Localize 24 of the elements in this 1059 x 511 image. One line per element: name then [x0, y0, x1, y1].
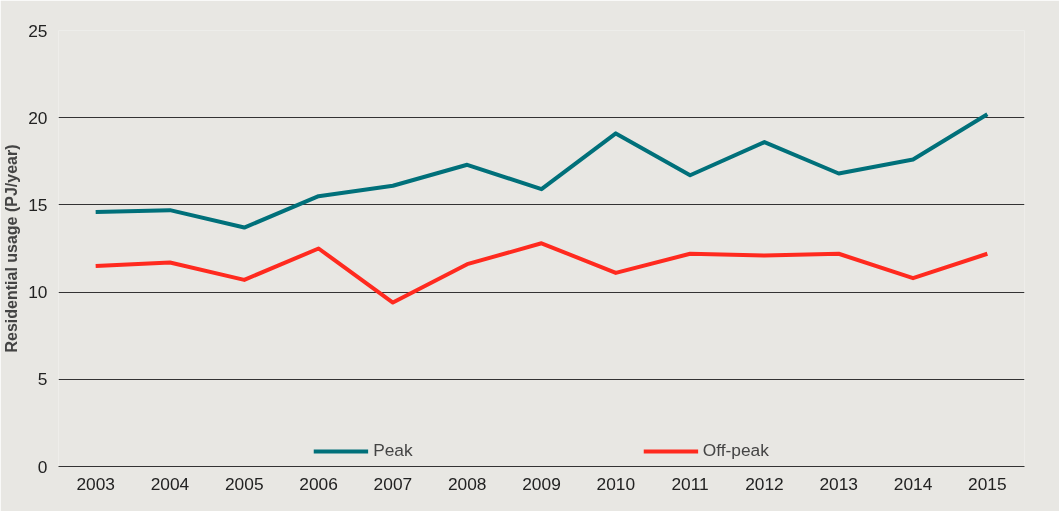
y-tick-label: 10	[28, 282, 48, 303]
y-tick-label: 20	[28, 107, 48, 128]
x-tick-label: 2007	[373, 473, 413, 494]
x-tick-label: 2003	[76, 473, 115, 494]
x-tick-label: 2015	[968, 473, 1007, 494]
y-tick-label: 25	[28, 20, 48, 41]
x-tick-label: 2009	[522, 473, 561, 494]
x-tick-label: 2005	[225, 473, 264, 494]
line-series	[93, 112, 990, 230]
legend-label: Off-peak	[702, 440, 769, 461]
y-axis-title: Residential usage (PJ/year)	[3, 144, 21, 353]
x-tick-label: 2010	[596, 473, 636, 494]
line-series	[93, 241, 990, 305]
x-tick-label: 2013	[819, 473, 859, 494]
legend-label: Peak	[373, 440, 413, 461]
x-tick-label: 2004	[150, 473, 190, 494]
x-tick-label: 2008	[447, 473, 487, 494]
x-tick-label: 2006	[299, 473, 338, 494]
y-tick-label: 15	[28, 194, 48, 215]
x-tick-label: 2014	[893, 473, 933, 494]
y-tick-label: 5	[37, 369, 48, 390]
x-tick-label: 2012	[745, 473, 784, 494]
y-tick-label: 0	[37, 456, 48, 477]
x-tick-label: 2011	[671, 473, 709, 494]
